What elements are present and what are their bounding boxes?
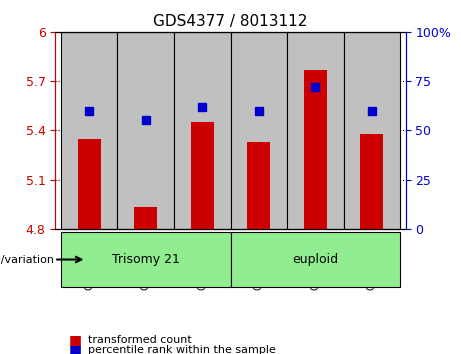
FancyBboxPatch shape — [118, 32, 174, 229]
Bar — [361, 133, 383, 229]
FancyBboxPatch shape — [174, 32, 230, 229]
Text: genotype/variation: genotype/variation — [0, 255, 54, 264]
Bar — [78, 138, 100, 229]
Bar — [61, 232, 230, 287]
Text: Trisomy 21: Trisomy 21 — [112, 253, 180, 266]
Bar — [191, 122, 213, 229]
Text: euploid: euploid — [292, 253, 338, 266]
Bar — [135, 207, 157, 229]
Text: GSM870543: GSM870543 — [367, 231, 377, 290]
Text: percentile rank within the sample: percentile rank within the sample — [88, 346, 276, 354]
FancyBboxPatch shape — [343, 32, 400, 229]
Text: transformed count: transformed count — [88, 335, 191, 345]
FancyBboxPatch shape — [287, 32, 343, 229]
Text: GSM870542: GSM870542 — [310, 231, 320, 290]
Text: GSM870544: GSM870544 — [84, 231, 94, 290]
FancyBboxPatch shape — [61, 32, 118, 229]
Bar — [304, 70, 326, 229]
FancyBboxPatch shape — [230, 32, 287, 229]
Text: GSM870541: GSM870541 — [254, 231, 264, 290]
Text: GSM870546: GSM870546 — [197, 231, 207, 290]
Bar — [248, 142, 270, 229]
Title: GDS4377 / 8013112: GDS4377 / 8013112 — [154, 14, 307, 29]
Text: ■: ■ — [69, 333, 82, 347]
Bar — [230, 232, 400, 287]
Text: GSM870545: GSM870545 — [141, 231, 151, 290]
Text: ■: ■ — [69, 343, 82, 354]
